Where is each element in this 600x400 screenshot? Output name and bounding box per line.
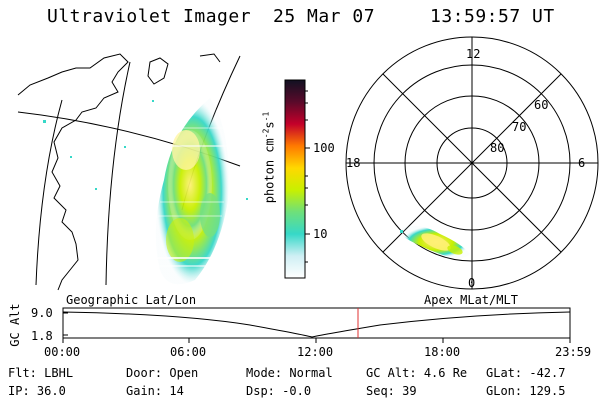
timeline-x-tick-1800: 18:00 xyxy=(424,345,461,359)
info-dsp: Dsp: -0.0 xyxy=(246,384,312,398)
mlat-label-80: 80 xyxy=(490,141,505,155)
timeline-y-tick-9: 9.0 xyxy=(31,306,53,320)
colorbar-tick-100: 100 xyxy=(313,141,335,155)
timeline-x-tick-0600: 06:00 xyxy=(170,345,207,359)
colorbar-tick-10: 10 xyxy=(313,227,328,241)
info-gc-alt: GC Alt: 4.6 Re xyxy=(366,366,468,380)
timeline-left-title: Geographic Lat/Lon xyxy=(66,293,197,307)
info-glon: GLon: 129.5 xyxy=(486,384,566,398)
timeline-x-tick-1200: 12:00 xyxy=(297,345,334,359)
time-label: 13:59:57 UT xyxy=(430,6,555,27)
info-seq: Seq: 39 xyxy=(366,384,417,398)
polar-axis-diagonal xyxy=(382,73,562,253)
info-ip: IP: 36.0 xyxy=(8,384,66,398)
info-mode: Mode: Normal xyxy=(246,366,333,380)
geographic-map xyxy=(17,53,248,291)
meridian-line xyxy=(35,99,63,286)
mlt-label-0: 0 xyxy=(468,276,476,290)
timeline-frame xyxy=(62,307,571,339)
info-door: Door: Open xyxy=(126,366,199,380)
info-filter: Flt: LBHL xyxy=(8,366,74,380)
mlat-label-60: 60 xyxy=(534,98,549,112)
info-glat: GLat: -42.7 xyxy=(486,366,566,380)
auroral-emission-polar xyxy=(400,226,470,258)
colorbar-unit-label: photon cm-2s-1 xyxy=(261,111,277,204)
mlt-label-12: 12 xyxy=(466,47,481,61)
info-gain: Gain: 14 xyxy=(126,384,184,398)
instrument-title: Ultraviolet Imager xyxy=(47,6,252,27)
mlt-label-6: 6 xyxy=(578,156,586,170)
gc-altitude-curve xyxy=(62,311,571,338)
coastline-segment xyxy=(199,53,221,63)
colorbar-scale xyxy=(284,79,306,279)
timeline-y-tick-1-8: 1.8 xyxy=(31,329,53,343)
timeline-x-tick-2359: 23:59 xyxy=(555,345,592,359)
meridian-line xyxy=(105,61,131,286)
date-label: 25 Mar 07 xyxy=(273,6,376,27)
noise-speckles xyxy=(43,100,248,200)
timeline-y-label: GC Alt xyxy=(8,303,22,347)
coastline xyxy=(17,53,129,291)
mlt-label-18: 18 xyxy=(346,156,361,170)
coastline-island xyxy=(147,57,169,85)
colorbar xyxy=(284,79,310,279)
timeline-x-tick-0000: 00:00 xyxy=(44,345,81,359)
timeline-plot xyxy=(62,307,571,343)
mlat-label-70: 70 xyxy=(512,120,527,134)
polar-plot xyxy=(345,36,599,290)
timeline-right-title: Apex MLat/MLT xyxy=(424,293,518,307)
auroral-emission-geo xyxy=(155,98,232,285)
